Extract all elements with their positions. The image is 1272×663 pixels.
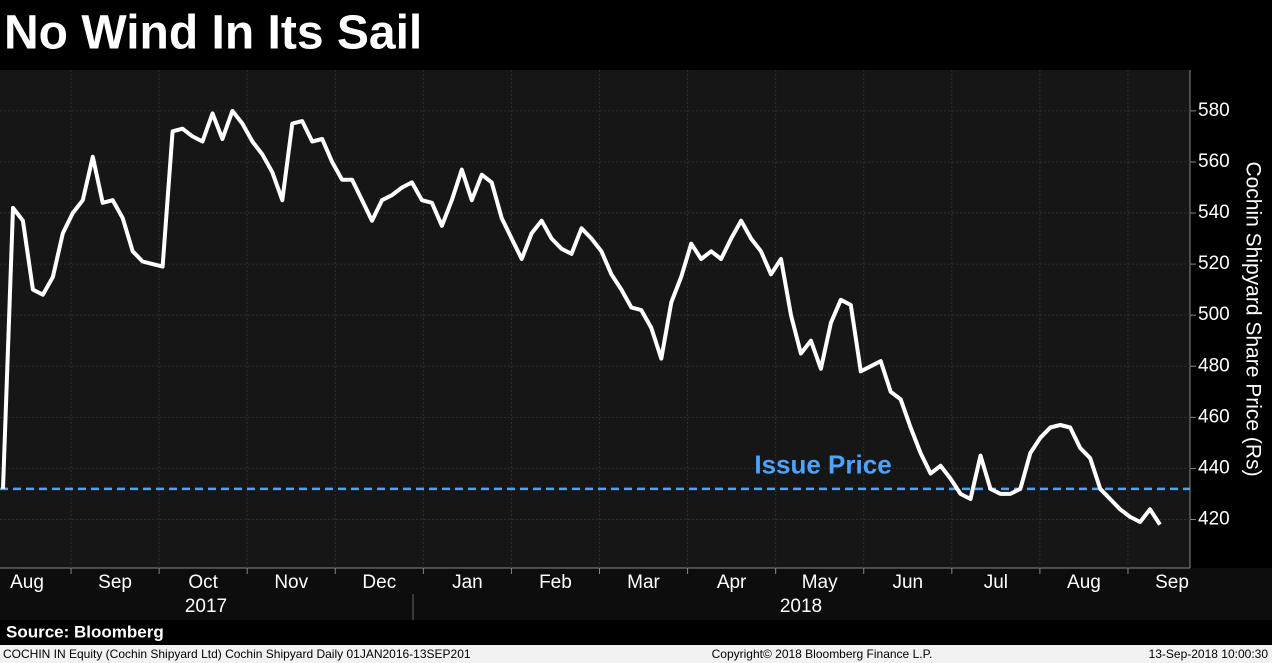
y-axis-title: Cochin Shipyard Share Price (Rs) — [1241, 161, 1264, 476]
footer-left: COCHIN IN Equity (Cochin Shipyard Ltd) C… — [3, 647, 471, 661]
footer-strip — [0, 645, 1272, 663]
reference-label: Issue Price — [754, 450, 891, 480]
x-tick-label: Dec — [362, 572, 396, 593]
footer-center: Copyright© 2018 Bloomberg Finance L.P. — [712, 647, 933, 661]
x-tick-label: Nov — [274, 572, 308, 593]
chart-title: No Wind In Its Sail — [4, 7, 422, 60]
plot-area — [0, 70, 1190, 568]
y-tick-label: 540 — [1198, 202, 1230, 223]
x-axis-area — [0, 568, 1272, 620]
y-tick-label: 520 — [1198, 253, 1230, 274]
y-tick-label: 420 — [1198, 508, 1230, 529]
year-label: 2018 — [780, 596, 822, 617]
y-tick-label: 580 — [1198, 100, 1230, 121]
x-tick-label: May — [802, 572, 838, 593]
x-tick-label: Oct — [188, 572, 218, 593]
x-tick-label: Aug — [10, 572, 44, 593]
x-tick-label: Feb — [539, 572, 572, 593]
footer-right: 13-Sep-2018 10:00:30 — [1149, 647, 1269, 661]
price-line — [1, 108, 1162, 526]
x-tick-label: Jan — [452, 572, 483, 593]
source: Source: Bloomberg — [6, 622, 164, 641]
y-tick-label: 480 — [1198, 355, 1230, 376]
x-tick-label: Mar — [627, 572, 660, 593]
y-tick-label: 440 — [1198, 457, 1230, 478]
x-tick-label: Sep — [98, 572, 132, 593]
x-tick-label: Aug — [1067, 572, 1101, 593]
year-label: 2017 — [185, 596, 227, 617]
x-tick-label: Jun — [892, 572, 923, 593]
x-tick-label: Apr — [717, 572, 747, 593]
y-tick-label: 460 — [1198, 406, 1230, 427]
x-tick-label: Jul — [984, 572, 1008, 593]
y-tick-label: 560 — [1198, 151, 1230, 172]
x-tick-label: Sep — [1155, 572, 1189, 593]
y-tick-label: 500 — [1198, 304, 1230, 325]
